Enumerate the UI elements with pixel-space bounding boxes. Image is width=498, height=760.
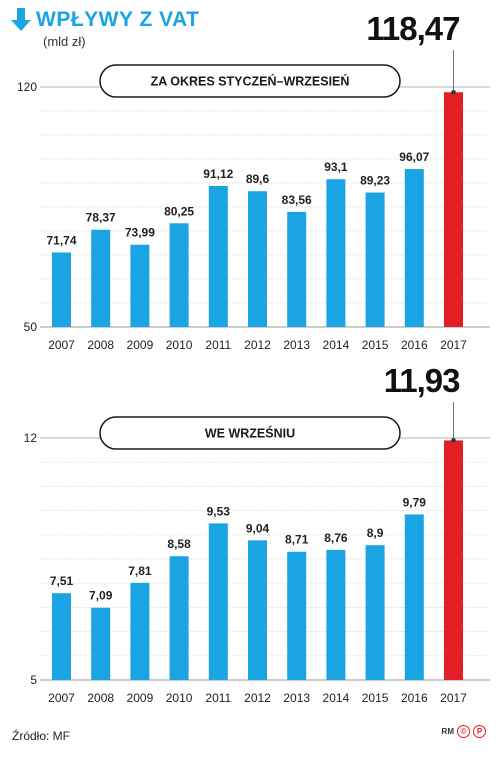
- bar: [287, 551, 307, 680]
- bar: [91, 229, 111, 327]
- value-label: 9,04: [246, 521, 270, 535]
- chart-jan-sep: 120 50 ZA OKRES STYCZEŃ–WRZESIEŃ 71,74 2007 7…: [17, 10, 490, 352]
- x-tick-label: 2015: [362, 691, 389, 705]
- x-tick-label: 2008: [87, 338, 114, 352]
- x-tick-label: 2007: [48, 338, 75, 352]
- x-tick-label: 2013: [283, 691, 310, 705]
- bar: [169, 223, 189, 327]
- x-tick-label: 2008: [87, 691, 114, 705]
- leader-dot: [451, 438, 456, 443]
- chart-september: 12 5 WE WRZEŚNIU 7,51 2007 7,09 2008 7,81 2009 8,…: [24, 362, 490, 705]
- x-tick-label: 2010: [166, 691, 193, 705]
- value-label: 8,9: [367, 526, 384, 540]
- x-tick-label: 2011: [205, 691, 231, 705]
- value-label: 8,76: [324, 531, 348, 545]
- bar: [365, 545, 385, 680]
- chart-title: WE WRZEŚNIU: [205, 426, 295, 441]
- x-tick-label: 2009: [127, 691, 154, 705]
- highlight-value-label: 118,47: [366, 10, 459, 47]
- value-label: 9,79: [403, 495, 427, 509]
- value-label: 78,37: [86, 211, 116, 225]
- chart-title-pill: [99, 416, 401, 450]
- bar: [91, 607, 111, 680]
- header: WPŁYWY Z VAT: [10, 8, 200, 32]
- x-tick-label: 2016: [401, 338, 428, 352]
- value-label: 91,12: [203, 167, 233, 181]
- y-tick-label: 50: [24, 320, 38, 334]
- arrow-down-icon: [11, 8, 31, 31]
- source-note: Źródło: MF: [12, 729, 71, 743]
- x-tick-label: 2011: [205, 338, 231, 352]
- x-tick-label: 2014: [323, 691, 350, 705]
- x-tick-label: 2017: [440, 338, 467, 352]
- value-label: 89,6: [246, 172, 270, 186]
- x-tick-label: 2010: [166, 338, 193, 352]
- x-tick-label: 2012: [244, 338, 271, 352]
- x-tick-label: 2014: [323, 338, 350, 352]
- page-title: WPŁYWY Z VAT: [36, 8, 200, 31]
- chart-title-pill: [99, 64, 401, 98]
- highlight-bar: [444, 92, 463, 327]
- title-row: WPŁYWY Z VAT: [10, 8, 200, 32]
- value-label: 73,99: [125, 226, 155, 240]
- unit-subtitle: (mld zł): [43, 34, 86, 49]
- highlight-value-label: 11,93: [384, 362, 460, 399]
- brand-logo: RM © P: [442, 725, 486, 738]
- bar: [52, 593, 71, 680]
- x-tick-label: 2012: [244, 691, 271, 705]
- bar: [248, 191, 267, 327]
- value-label: 96,07: [399, 150, 429, 164]
- value-label: 89,23: [360, 173, 390, 187]
- value-label: 93,1: [324, 160, 348, 174]
- value-label: 80,25: [164, 204, 194, 218]
- brand-circle-c-icon: ©: [457, 725, 470, 738]
- x-tick-label: 2017: [440, 691, 467, 705]
- x-tick-label: 2009: [127, 338, 154, 352]
- x-tick-label: 2007: [48, 691, 75, 705]
- chart-title: ZA OKRES STYCZEŃ–WRZESIEŃ: [151, 74, 350, 89]
- brand-initials: RM: [441, 727, 454, 736]
- x-tick-label: 2016: [401, 691, 428, 705]
- y-tick-label: 12: [24, 431, 38, 445]
- bar: [404, 169, 424, 327]
- highlight-bar: [444, 440, 463, 680]
- bar: [326, 550, 346, 680]
- bar: [130, 582, 150, 680]
- value-label: 7,81: [128, 564, 152, 578]
- x-tick-label: 2013: [283, 338, 310, 352]
- value-label: 83,56: [282, 193, 312, 207]
- bar: [130, 244, 150, 327]
- value-label: 7,09: [89, 589, 113, 603]
- value-label: 8,58: [167, 537, 191, 551]
- bar: [365, 192, 385, 327]
- bar: [248, 540, 267, 680]
- bar: [326, 179, 346, 327]
- x-tick-label: 2015: [362, 338, 389, 352]
- y-tick-label: 5: [30, 673, 37, 687]
- bar: [404, 514, 424, 680]
- brand-circle-p-icon: P: [473, 725, 486, 738]
- bar: [208, 523, 228, 680]
- value-label: 9,53: [207, 504, 231, 518]
- value-label: 71,74: [46, 233, 76, 247]
- leader-dot: [451, 89, 456, 95]
- bar: [52, 252, 71, 327]
- bar: [208, 186, 228, 327]
- value-label: 8,71: [285, 533, 309, 547]
- y-tick-label: 120: [17, 80, 37, 94]
- value-label: 7,51: [50, 574, 74, 588]
- bar: [287, 211, 307, 327]
- bar: [169, 556, 189, 680]
